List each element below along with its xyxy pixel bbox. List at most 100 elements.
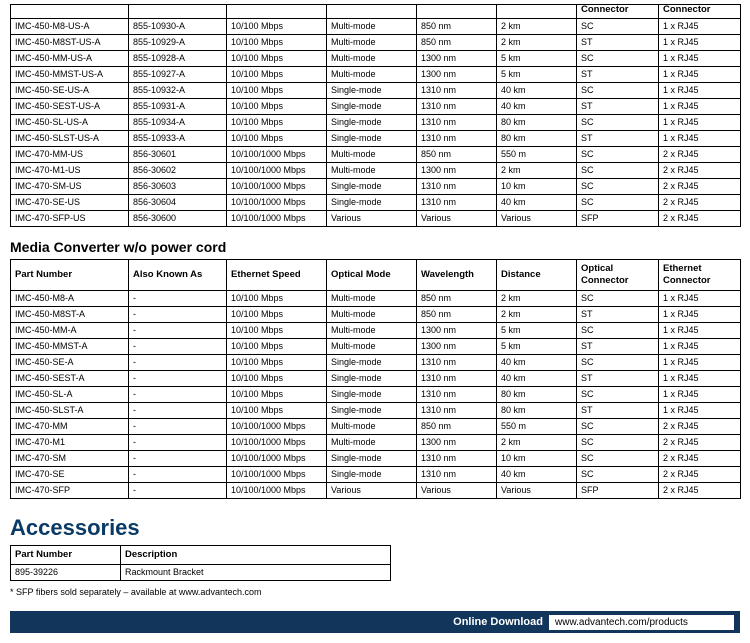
table-cell: 2 km (497, 35, 577, 51)
table-header-row: Part Number Description (11, 546, 391, 565)
table-cell: IMC-450-MMST-US-A (11, 67, 129, 83)
header-empty (129, 5, 227, 19)
table-cell: - (129, 435, 227, 451)
media-converter-top-table: Connector Connector IMC-450-M8-US-A855-1… (10, 4, 741, 227)
header-empty (417, 5, 497, 19)
table-cell: 850 nm (417, 35, 497, 51)
sfp-footnote: * SFP fibers sold separately – available… (10, 587, 740, 597)
header-ethernet-connector: Ethernet Connector (659, 260, 741, 291)
table-cell: - (129, 483, 227, 499)
table-cell: SC (577, 19, 659, 35)
table-cell: 2 x RJ45 (659, 435, 741, 451)
table-cell: 10/100/1000 Mbps (227, 467, 327, 483)
table-cell: IMC-470-SFP-US (11, 211, 129, 227)
table-cell: Single-mode (327, 387, 417, 403)
table-cell: 10/100 Mbps (227, 51, 327, 67)
table-cell: Single-mode (327, 131, 417, 147)
table-cell: SC (577, 51, 659, 67)
table-cell: 855-10932-A (129, 83, 227, 99)
table-cell: 1 x RJ45 (659, 307, 741, 323)
table-cell: 40 km (497, 467, 577, 483)
table-cell: 10 km (497, 451, 577, 467)
table-cell: 10 km (497, 179, 577, 195)
table-cell: 2 x RJ45 (659, 451, 741, 467)
table-cell: IMC-470-MM-US (11, 147, 129, 163)
table-cell: Single-mode (327, 83, 417, 99)
table-cell: - (129, 371, 227, 387)
table-cell: Various (327, 483, 417, 499)
table-cell: IMC-450-M8-A (11, 291, 129, 307)
table-row: IMC-470-SFP-US856-3060010/100/1000 MbpsV… (11, 211, 741, 227)
table-cell: - (129, 307, 227, 323)
table-cell: IMC-470-M1 (11, 435, 129, 451)
table-cell: 10/100/1000 Mbps (227, 211, 327, 227)
header-description: Description (121, 546, 391, 565)
table-cell: 10/100 Mbps (227, 83, 327, 99)
table-cell: 550 m (497, 147, 577, 163)
table-cell: SC (577, 419, 659, 435)
table-cell: 5 km (497, 67, 577, 83)
table-cell: Single-mode (327, 99, 417, 115)
table-cell: - (129, 355, 227, 371)
table-cell: 10/100 Mbps (227, 339, 327, 355)
table-cell: ST (577, 307, 659, 323)
table-cell: SC (577, 179, 659, 195)
table-cell: Various (497, 211, 577, 227)
table-row: IMC-450-SEST-A-10/100 MbpsSingle-mode131… (11, 371, 741, 387)
table-cell: Single-mode (327, 403, 417, 419)
table-row: IMC-450-M8ST-US-A855-10929-A10/100 MbpsM… (11, 35, 741, 51)
table-cell: IMC-470-SM-US (11, 179, 129, 195)
table-cell: Multi-mode (327, 51, 417, 67)
header-empty (227, 5, 327, 19)
table-cell: IMC-470-M1-US (11, 163, 129, 179)
table-cell: 10/100 Mbps (227, 403, 327, 419)
table-cell: Multi-mode (327, 291, 417, 307)
table-cell: 1310 nm (417, 131, 497, 147)
table-cell: 1 x RJ45 (659, 339, 741, 355)
table-cell: 10/100 Mbps (227, 323, 327, 339)
table-cell: SC (577, 387, 659, 403)
table-cell: SC (577, 163, 659, 179)
table-cell: 850 nm (417, 307, 497, 323)
header-ethernet-speed: Ethernet Speed (227, 260, 327, 291)
table-cell: 895-39226 (11, 565, 121, 581)
table-cell: SFP (577, 483, 659, 499)
table-cell: 10/100 Mbps (227, 307, 327, 323)
table-cell: 1310 nm (417, 355, 497, 371)
header-part-number: Part Number (11, 546, 121, 565)
table-cell: - (129, 339, 227, 355)
table-cell: 2 x RJ45 (659, 147, 741, 163)
table-cell: 855-10929-A (129, 35, 227, 51)
table-cell: 1 x RJ45 (659, 323, 741, 339)
table-cell: ST (577, 131, 659, 147)
table-cell: Single-mode (327, 371, 417, 387)
table-cell: 10/100 Mbps (227, 291, 327, 307)
table-cell: Single-mode (327, 467, 417, 483)
online-download-link[interactable]: www.advantech.com/products (549, 615, 734, 630)
table-cell: IMC-450-M8ST-A (11, 307, 129, 323)
table-cell: 1310 nm (417, 371, 497, 387)
table-cell: Multi-mode (327, 163, 417, 179)
table-cell: 10/100 Mbps (227, 355, 327, 371)
table-cell: 2 x RJ45 (659, 195, 741, 211)
table-cell: IMC-450-MMST-A (11, 339, 129, 355)
table-cell: IMC-470-MM (11, 419, 129, 435)
table-cell: 1310 nm (417, 179, 497, 195)
table-cell: 2 km (497, 163, 577, 179)
header-optical-connector-partial: Connector (577, 5, 659, 19)
table-cell: 10/100 Mbps (227, 115, 327, 131)
table-cell: ST (577, 403, 659, 419)
table-cell: 5 km (497, 323, 577, 339)
table-cell: 2 x RJ45 (659, 467, 741, 483)
table-cell: Single-mode (327, 115, 417, 131)
table-cell: - (129, 323, 227, 339)
table-cell: - (129, 467, 227, 483)
table-row: IMC-470-MM-10/100/1000 MbpsMulti-mode850… (11, 419, 741, 435)
table-cell: ST (577, 371, 659, 387)
table-cell: IMC-470-SE-US (11, 195, 129, 211)
accessories-table: Part Number Description 895-39226Rackmou… (10, 545, 391, 581)
table-row: IMC-450-SE-US-A855-10932-A10/100 MbpsSin… (11, 83, 741, 99)
table-cell: 1 x RJ45 (659, 35, 741, 51)
table-cell: Single-mode (327, 451, 417, 467)
header-empty (327, 5, 417, 19)
